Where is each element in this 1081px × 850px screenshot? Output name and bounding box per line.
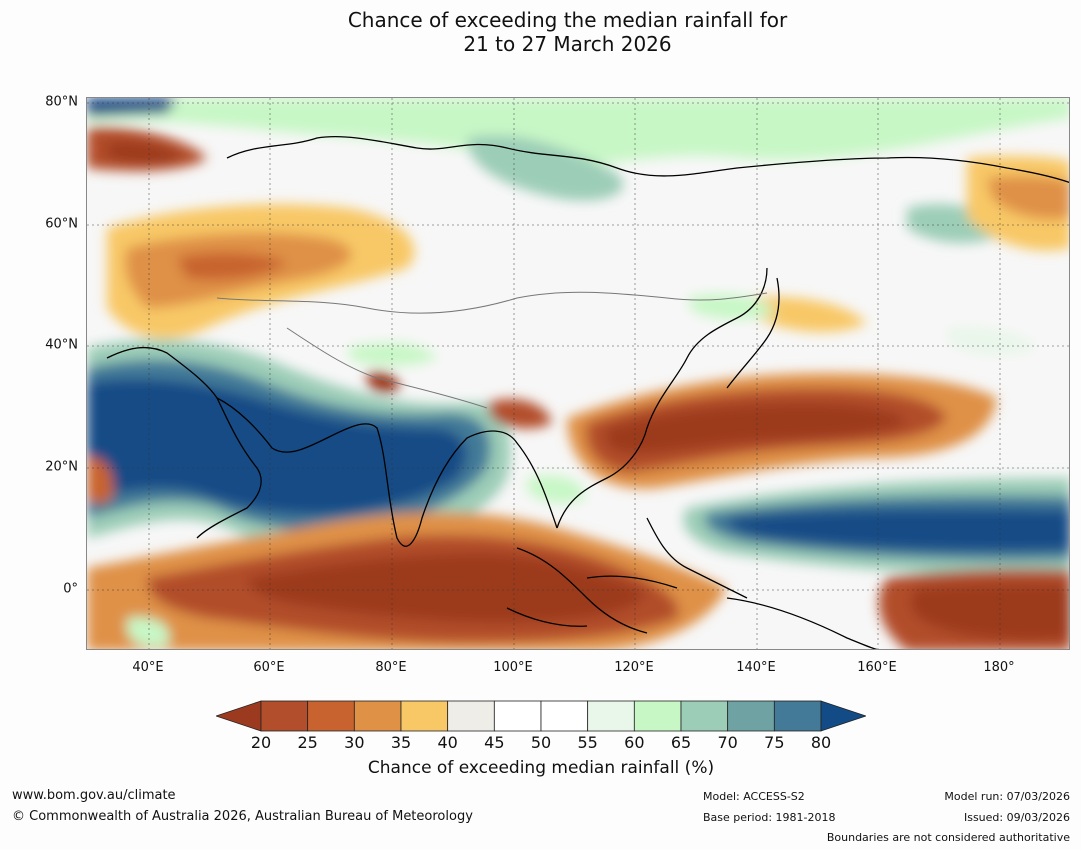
colorbar-tick: 50 [530,733,552,752]
rainfall-map [86,97,1070,650]
lon-label-160e: 160°E [857,660,897,675]
colorbar-tick: 75 [764,733,785,752]
lon-label-80e: 80°E [375,660,407,675]
footer-copyright: © Commonwealth of Australia 2026, Austra… [12,809,473,824]
chart-title: Chance of exceeding the median rainfall … [0,8,1081,56]
colorbar-swatch [493,700,542,732]
footer-model-run: Model run: 07/03/2026 [944,790,1070,803]
colorbar-swatch [680,700,729,732]
footer-issued: Issued: 09/03/2026 [963,811,1070,824]
lon-label-40e: 40°E [132,660,164,675]
colorbar-swatch [447,700,495,732]
lat-label-60n: 60°N [45,216,78,232]
lat-label-80n: 80°N [45,94,78,110]
colorbar-tick: 65 [670,733,692,752]
graticule [87,98,1069,649]
colorbar-swatch [260,700,309,732]
coastlines [106,135,1069,649]
colorbar-tick: 35 [390,733,412,752]
colorbar-extend-high [820,700,866,732]
colorbar-tick: 70 [717,733,738,752]
lat-label-0: 0° [63,581,78,597]
colorbar-swatch [727,700,775,732]
lon-label-100e: 100°E [493,660,533,675]
colorbar-swatch [540,700,589,732]
rainfall-map-svg [87,98,1069,649]
colorbar-extend-low [216,700,262,732]
colorbar-tick: 25 [297,733,318,752]
colorbar-swatch [400,700,449,732]
footer-boundaries: Boundaries are not considered authoritat… [826,831,1070,844]
colorbar-swatch [633,700,682,732]
colorbar-label: Chance of exceeding median rainfall (%) [367,758,715,778]
colorbar-tick: 60 [624,733,645,752]
lon-label-60e: 60°E [253,660,285,675]
colorbar-swatch [307,700,355,732]
colorbar-tick: 20 [250,733,272,752]
lon-label-180: 180° [983,660,1015,675]
colorbar-swatch [353,700,402,732]
title-line-2: 21 to 27 March 2026 [463,32,672,56]
footer-base-period: Base period: 1981-2018 [703,811,836,824]
colorbar-tick: 45 [484,733,505,752]
colorbar-tick: 30 [344,733,365,752]
title-line-1: Chance of exceeding the median rainfall … [347,8,788,32]
colorbar-tick: 40 [437,733,458,752]
colorbar [216,700,866,732]
colorbar-tick: 55 [577,733,598,752]
borders [216,291,768,409]
footer-url: www.bom.gov.au/climate [12,788,176,803]
colorbar-tick: 80 [810,733,832,752]
lat-label-40n: 40°N [45,337,78,353]
lat-label-20n: 20°N [45,459,78,475]
footer-model: Model: ACCESS-S2 [703,790,805,803]
lon-label-140e: 140°E [736,660,776,675]
colorbar-swatch [587,700,635,732]
lon-label-120e: 120°E [614,660,654,675]
colorbar-swatch [773,700,822,732]
